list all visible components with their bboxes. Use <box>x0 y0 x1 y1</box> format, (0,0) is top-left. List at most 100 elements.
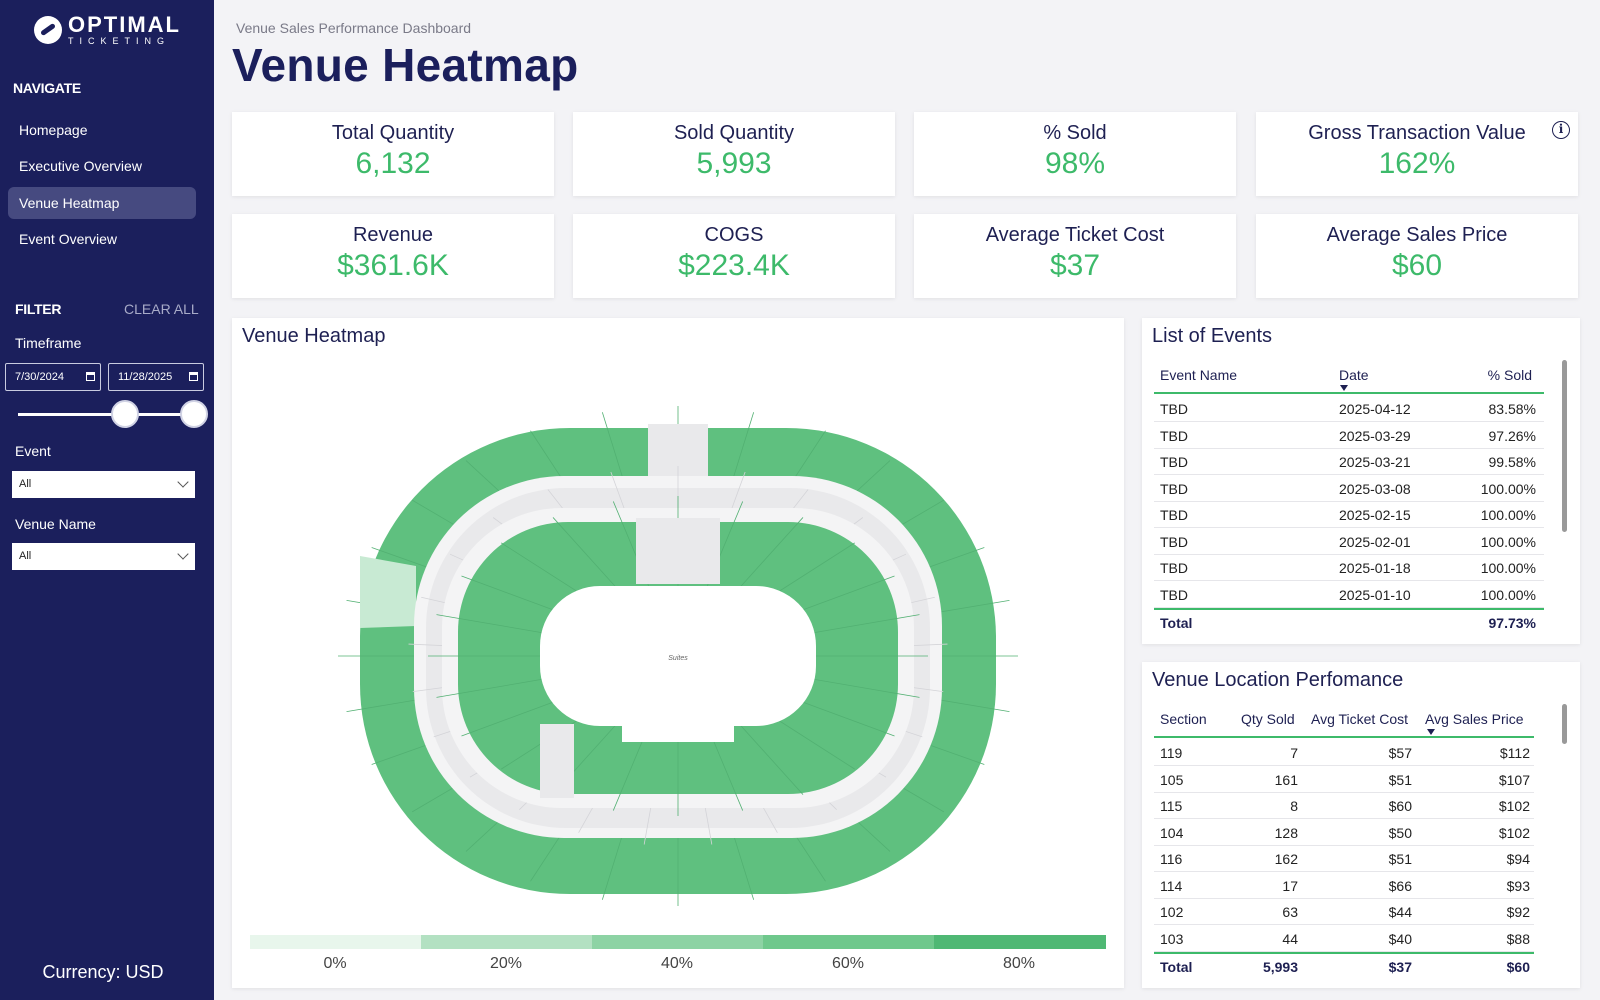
cell-avg-sales-price: $94 <box>1506 851 1530 867</box>
cell-date: 2025-01-10 <box>1339 586 1411 603</box>
timeframe-slider-end-handle[interactable] <box>180 400 208 428</box>
events-scrollbar[interactable] <box>1562 360 1567 532</box>
legend-label: 20% <box>489 955 523 972</box>
cell-avg-sales-price: $107 <box>1498 771 1530 788</box>
date-start-value: 7/30/2024 <box>15 371 64 383</box>
nav-item-executive-overview[interactable]: Executive Overview <box>19 158 142 174</box>
location-title: Venue Location Perfomance <box>1152 669 1404 691</box>
kpi-value: $37 <box>1049 249 1101 282</box>
timeframe-slider-track[interactable] <box>18 413 194 416</box>
legend-swatch-80 <box>934 935 1106 949</box>
sidebar: OPTIMAL TICKETING NAVIGATE Homepage Exec… <box>0 0 214 1000</box>
section-107[interactable] <box>540 724 574 798</box>
events-panel: List of Events Event Name Date % Sold TB… <box>1142 318 1580 644</box>
table-total-row: Total 97.73% <box>1154 608 1544 634</box>
chevron-down-icon <box>177 548 189 560</box>
kpi-value: 5,993 <box>696 147 772 180</box>
location-scrollbar[interactable] <box>1562 704 1567 744</box>
nav-item-event-overview[interactable]: Event Overview <box>19 231 118 247</box>
cell-avg-sales-price: $93 <box>1506 877 1530 894</box>
table-row[interactable]: 103 44 $40 $88 <box>1154 926 1534 952</box>
date-start-input[interactable]: 7/30/2024 <box>5 363 101 391</box>
cell-avg-ticket-cost: $44 <box>1388 904 1412 920</box>
kpi-label: Sold Quantity <box>673 122 795 144</box>
date-end-input[interactable]: 11/28/2025 <box>108 363 204 391</box>
info-icon[interactable]: i <box>1552 121 1570 139</box>
table-row[interactable]: TBD 2025-01-18 100.00% <box>1154 555 1544 581</box>
table-row[interactable]: 105 161 $51 $107 <box>1154 767 1534 793</box>
cell-qty-sold: 161 <box>1274 771 1298 788</box>
kpi-gross-transaction-value: Gross Transaction Value 162% i <box>1256 112 1578 196</box>
col-avg-sales-price[interactable]: Avg Sales Price <box>1425 711 1524 727</box>
cell-event-name: TBD <box>1160 533 1188 550</box>
legend-label: 40% <box>660 955 694 972</box>
venue-heatmap-map: Suites <box>338 406 1018 906</box>
kpi-value: $60 <box>1391 249 1443 282</box>
venue-name-dropdown[interactable]: All <box>12 543 195 570</box>
section-117-118[interactable] <box>636 518 720 584</box>
timeframe-label: Timeframe <box>15 335 82 351</box>
col-avg-ticket-cost[interactable]: Avg Ticket Cost <box>1311 711 1409 727</box>
legend-label: 0% <box>323 955 347 972</box>
table-row[interactable]: TBD 2025-01-10 100.00% <box>1154 582 1544 608</box>
cell-percent-sold: 100.00% <box>1480 560 1536 576</box>
table-row[interactable]: TBD 2025-03-29 97.26% <box>1154 423 1544 449</box>
calendar-icon[interactable] <box>189 372 198 381</box>
venue-dropdown-value: All <box>19 550 32 562</box>
col-percent-sold[interactable]: % Sold <box>1487 367 1532 383</box>
floor-extension <box>622 696 734 742</box>
arena-floor <box>540 586 816 726</box>
cell-qty-sold: 17 <box>1282 877 1298 894</box>
table-row[interactable]: 116 162 $51 $94 <box>1154 846 1534 872</box>
cell-section: 116 <box>1160 851 1183 867</box>
kpi-value: 98% <box>1044 147 1106 180</box>
sort-desc-icon[interactable] <box>1340 385 1348 391</box>
section-316[interactable] <box>360 556 416 628</box>
table-row[interactable]: 104 128 $50 $102 <box>1154 820 1534 846</box>
nav-heading: NAVIGATE <box>13 80 81 96</box>
brand-logo: OPTIMAL TICKETING <box>34 14 181 46</box>
table-row[interactable]: TBD 2025-03-08 100.00% <box>1154 476 1544 502</box>
venue-name-label: Venue Name <box>15 516 96 532</box>
table-row[interactable]: 102 63 $44 $92 <box>1154 899 1534 925</box>
kpi-cogs: COGS $223.4K <box>573 214 895 298</box>
kpi-sold-quantity: Sold Quantity 5,993 <box>573 112 895 196</box>
kpi-label: Revenue <box>352 224 434 246</box>
cell-qty-sold: 63 <box>1282 904 1298 920</box>
table-row[interactable]: 119 7 $57 $112 <box>1154 740 1534 766</box>
col-qty-sold[interactable]: Qty Sold <box>1241 711 1295 727</box>
cell-qty-sold: 128 <box>1274 824 1298 841</box>
nav-item-homepage[interactable]: Homepage <box>19 122 88 138</box>
col-date[interactable]: Date <box>1339 367 1369 383</box>
cell-qty-sold: 8 <box>1290 798 1298 814</box>
table-row[interactable]: TBD 2025-02-15 100.00% <box>1154 502 1544 528</box>
nav-item-venue-heatmap[interactable]: Venue Heatmap <box>8 187 196 219</box>
cell-avg-ticket-cost: $50 <box>1388 824 1412 841</box>
table-row[interactable]: TBD 2025-04-12 83.58% <box>1154 396 1544 422</box>
col-event-name[interactable]: Event Name <box>1160 367 1238 383</box>
suites-label: Suites <box>668 655 688 662</box>
cell-total-price: $60 <box>1506 959 1530 975</box>
sort-desc-icon[interactable] <box>1427 729 1435 735</box>
cell-percent-sold: 100.00% <box>1480 507 1536 523</box>
location-panel: Venue Location Perfomance Section Qty So… <box>1142 662 1580 988</box>
table-row[interactable]: 115 8 $60 $102 <box>1154 793 1534 819</box>
col-section[interactable]: Section <box>1160 711 1207 727</box>
cell-section: 115 <box>1160 798 1183 814</box>
cell-avg-ticket-cost: $51 <box>1388 771 1412 788</box>
table-row[interactable]: TBD 2025-03-21 99.58% <box>1154 449 1544 475</box>
clear-all-button[interactable]: CLEAR ALL <box>124 301 199 317</box>
timeframe-slider-start-handle[interactable] <box>111 400 139 428</box>
event-dropdown[interactable]: All <box>12 471 195 498</box>
kpi-average-ticket-cost: Average Ticket Cost $37 <box>914 214 1236 298</box>
heatmap-title: Venue Heatmap <box>242 325 386 347</box>
cell-date: 2025-04-12 <box>1339 401 1411 417</box>
cell-avg-sales-price: $102 <box>1498 824 1530 841</box>
cell-percent-sold: 97.26% <box>1488 427 1536 444</box>
calendar-icon[interactable] <box>86 372 95 381</box>
table-row[interactable]: TBD 2025-02-01 100.00% <box>1154 529 1544 555</box>
cell-qty-sold: 44 <box>1282 930 1298 947</box>
cell-percent-sold: 83.58% <box>1488 401 1536 417</box>
cell-section: 105 <box>1160 771 1184 788</box>
table-row[interactable]: 114 17 $66 $93 <box>1154 873 1534 899</box>
